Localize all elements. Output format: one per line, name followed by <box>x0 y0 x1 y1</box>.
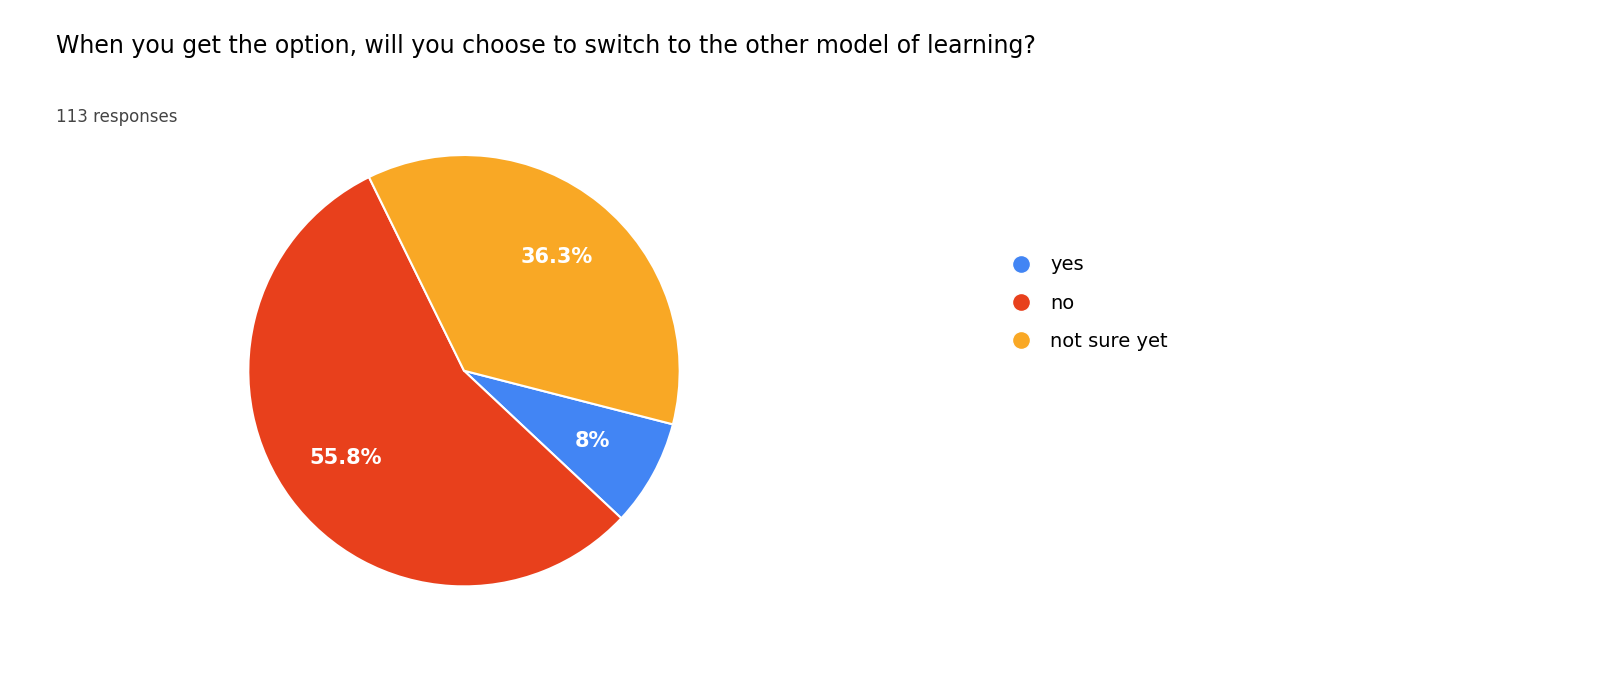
Legend: yes, no, not sure yet: yes, no, not sure yet <box>1002 255 1168 351</box>
Text: When you get the option, will you choose to switch to the other model of learnin: When you get the option, will you choose… <box>56 34 1035 58</box>
Text: 55.8%: 55.8% <box>310 448 382 468</box>
Wedge shape <box>370 155 680 425</box>
Wedge shape <box>464 371 674 518</box>
Text: 8%: 8% <box>574 431 610 452</box>
Wedge shape <box>248 177 621 586</box>
Text: 36.3%: 36.3% <box>520 247 592 267</box>
Text: 113 responses: 113 responses <box>56 108 178 126</box>
